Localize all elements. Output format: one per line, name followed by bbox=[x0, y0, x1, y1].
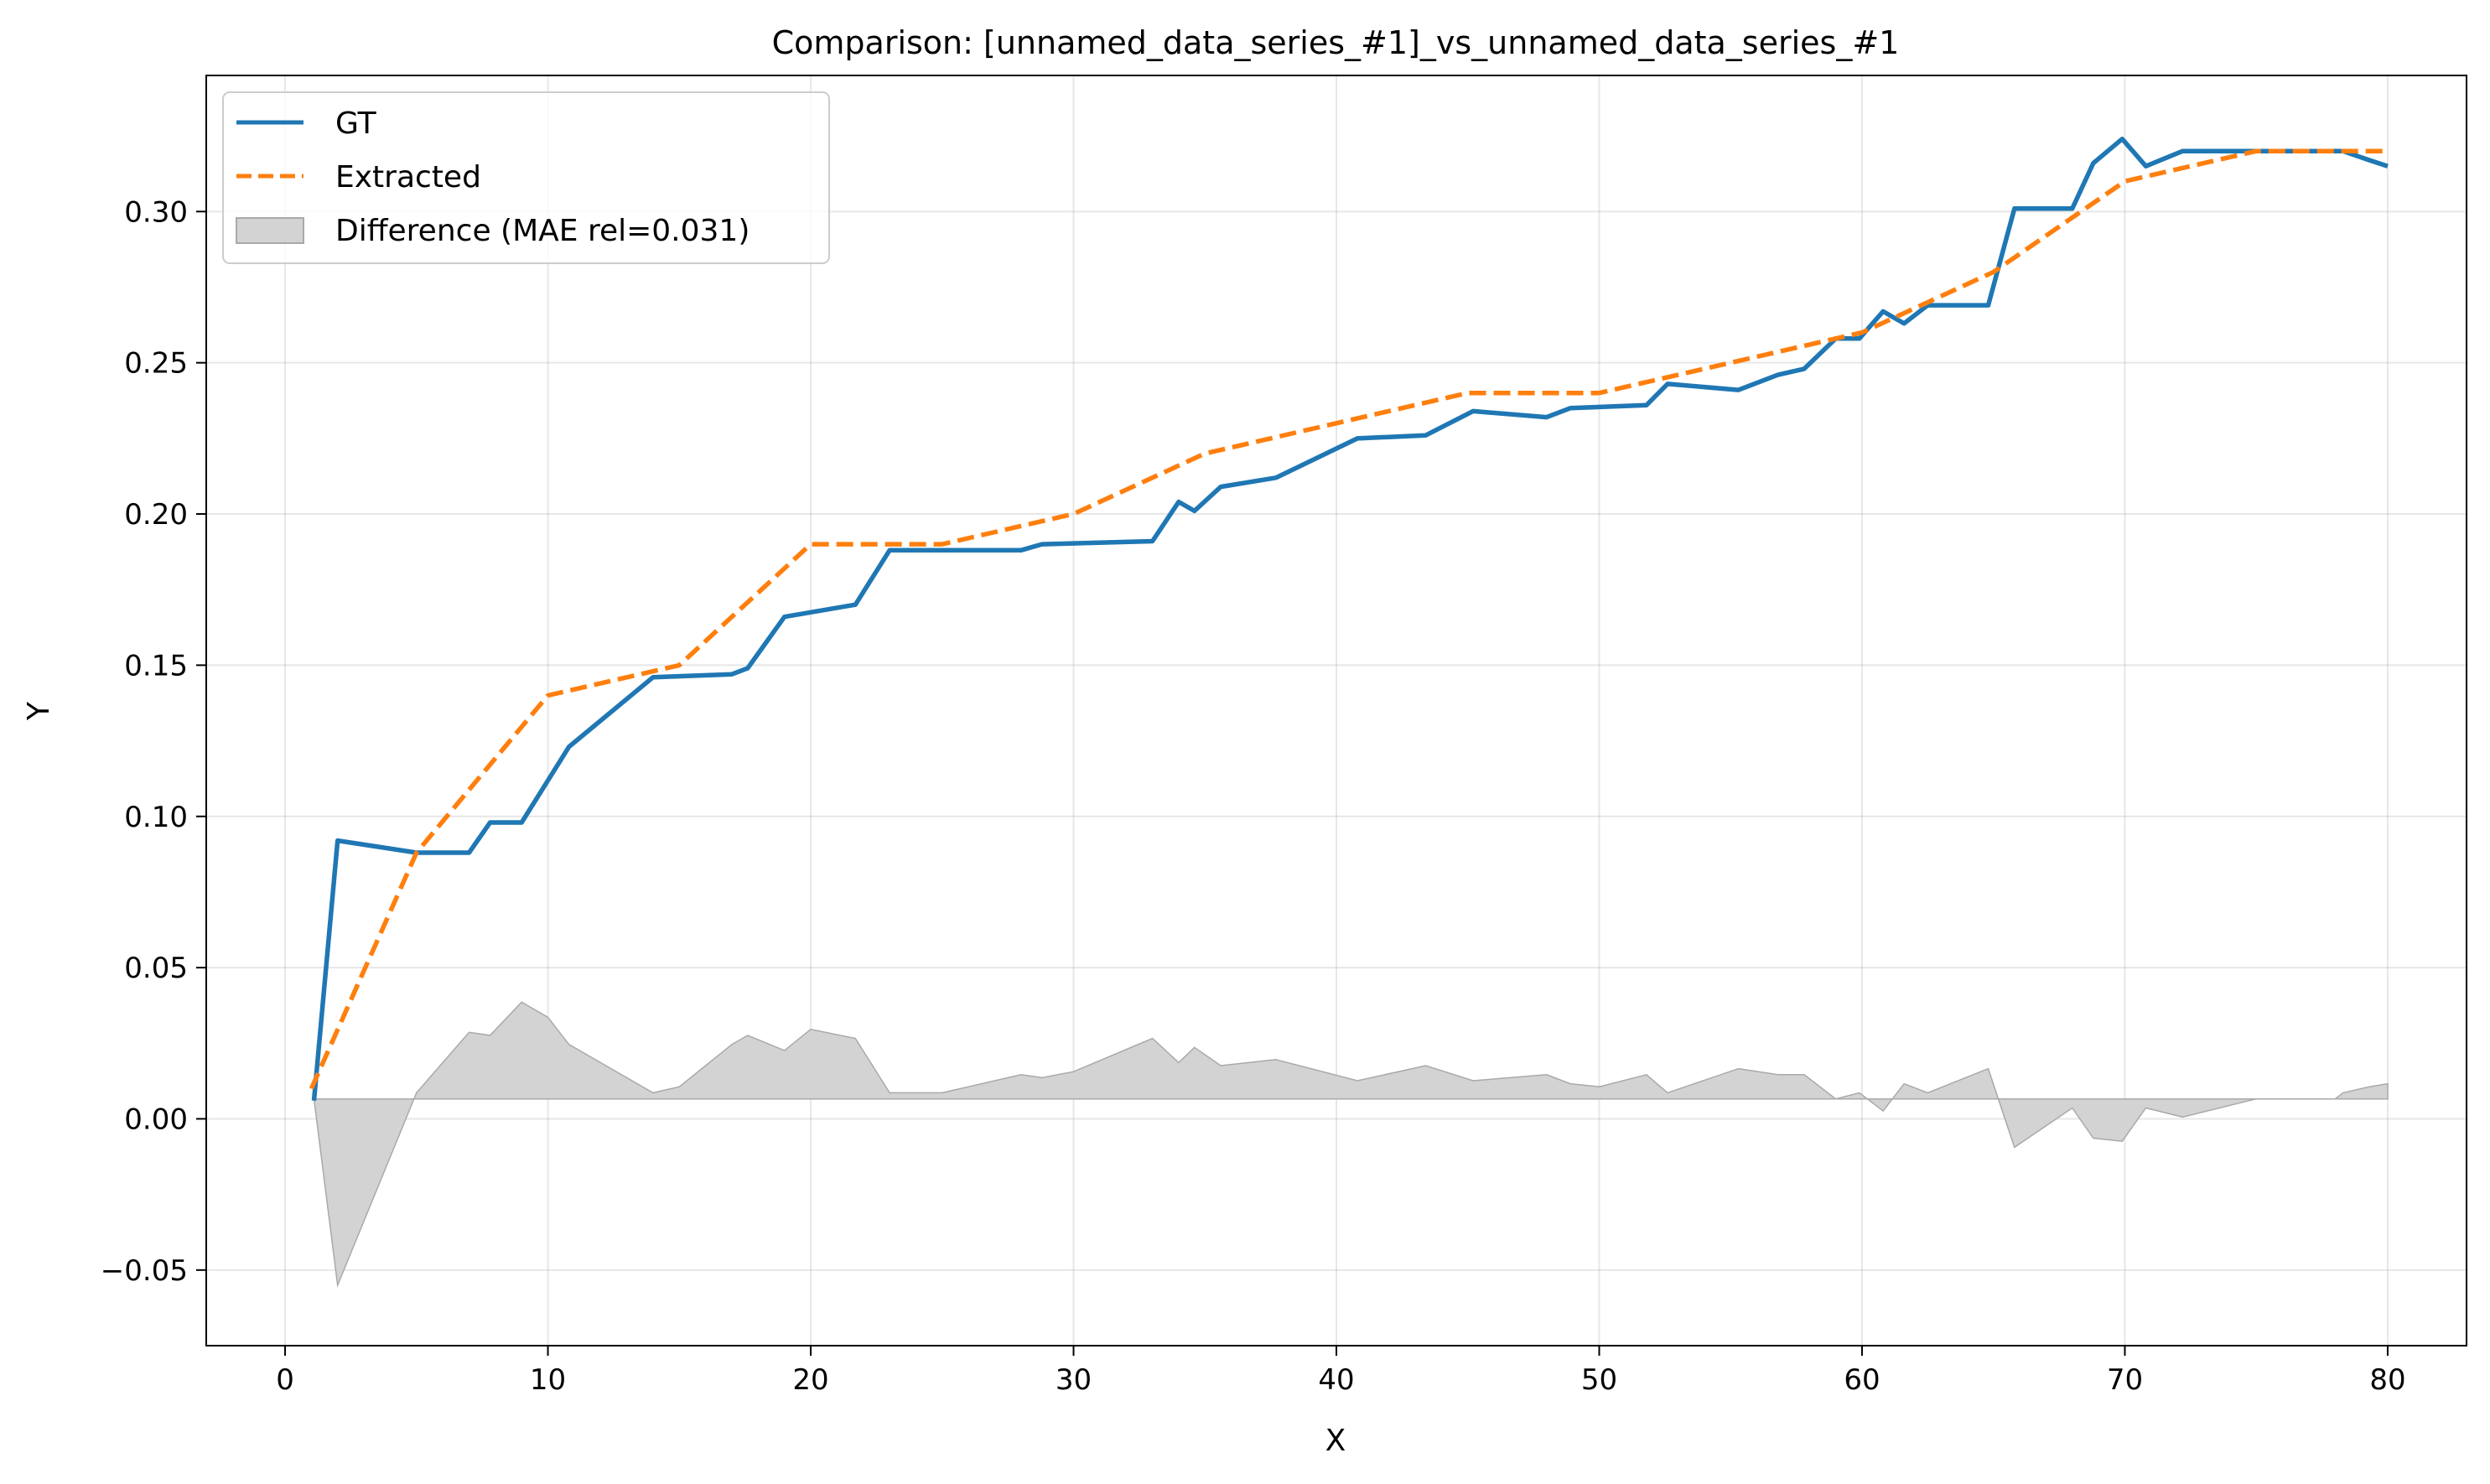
x-axis-ticks: 0 10 20 30 40 50 60 70 80 bbox=[276, 1346, 2406, 1397]
legend: GT Extracted Difference (MAE rel=0.031) bbox=[222, 91, 830, 264]
y-tick-label: 0.20 bbox=[124, 498, 188, 532]
plot-area: 0 10 20 30 40 50 60 70 80 −0.05 0.00 0.05 0.10 0.15 0… bbox=[101, 75, 2467, 1397]
difference-area-layer bbox=[313, 1001, 2389, 1288]
y-tick-label: 0.15 bbox=[124, 649, 188, 682]
legend-gt-label: GT bbox=[335, 106, 377, 141]
legend-difference-swatch bbox=[236, 217, 304, 244]
y-tick-label: 0.00 bbox=[124, 1103, 188, 1136]
x-tick-label: 60 bbox=[1844, 1363, 1880, 1397]
y-tick-label: −0.05 bbox=[101, 1254, 188, 1288]
x-tick-label: 70 bbox=[2107, 1363, 2143, 1397]
x-tick-label: 40 bbox=[1318, 1363, 1354, 1397]
x-tick-label: 0 bbox=[276, 1363, 294, 1397]
y-axis-ticks: −0.05 0.00 0.05 0.10 0.15 0.20 0.25 0.30 bbox=[101, 195, 206, 1288]
series-lines bbox=[309, 136, 2389, 1102]
y-tick-label: 0.30 bbox=[124, 195, 188, 229]
y-tick-label: 0.05 bbox=[124, 952, 188, 985]
y-tick-label: 0.25 bbox=[124, 347, 188, 381]
y-axis-label: Y bbox=[22, 701, 56, 721]
gt-series-line bbox=[311, 136, 2389, 1102]
legend-difference-label: Difference (MAE rel=0.031) bbox=[335, 214, 750, 248]
x-tick-label: 80 bbox=[2369, 1363, 2405, 1397]
legend-extracted-label: Extracted bbox=[335, 160, 481, 195]
x-axis-label: X bbox=[1325, 1424, 1346, 1458]
x-tick-label: 20 bbox=[792, 1363, 828, 1397]
difference-area bbox=[313, 1001, 2389, 1288]
x-tick-label: 50 bbox=[1581, 1363, 1617, 1397]
extracted-series-line bbox=[309, 148, 2388, 1090]
x-tick-label: 10 bbox=[530, 1363, 566, 1397]
chart-title: Comparison: [unnamed_data_series_#1]_vs_… bbox=[772, 24, 1900, 61]
y-tick-label: 0.10 bbox=[124, 801, 188, 834]
legend-frame bbox=[222, 91, 830, 264]
x-tick-label: 30 bbox=[1056, 1363, 1092, 1397]
